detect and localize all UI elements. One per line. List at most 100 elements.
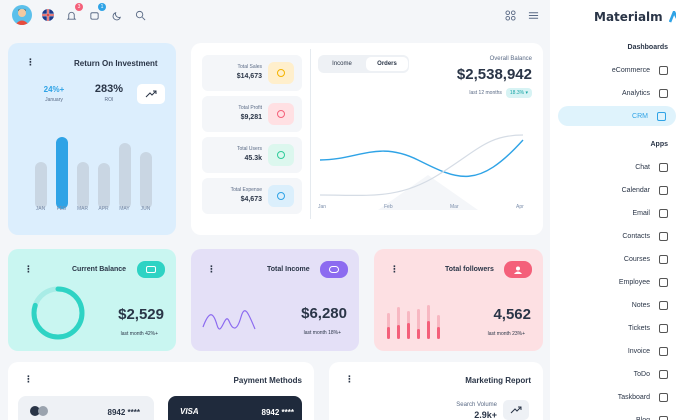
sidebar-item-employee[interactable]: Employee [558,273,668,291]
logo-text: Materialm [594,10,663,24]
payment-card-1[interactable]: 8942 **** [18,396,154,420]
mini-stat-value: $9,281 [240,114,262,121]
sidebar [550,0,676,420]
followers-bar-chart [387,305,440,339]
language-flag-icon[interactable] [40,7,56,23]
more-options-icon[interactable]: ⋮ [207,264,216,274]
mail-icon [659,208,668,218]
sidebar-item-analytics[interactable]: Analytics [558,84,668,102]
chart-x-label: Feb [384,204,393,210]
total-followers-title: Total followers [445,266,494,273]
calendar-icon [659,185,668,195]
chart-icon [659,88,668,98]
sidebar-item-crm[interactable]: CRM [558,106,676,126]
user-icon [514,266,522,274]
roi-bar [55,137,68,209]
sidebar-item-invoice[interactable]: Invoice [558,342,668,360]
divider [310,49,311,219]
sidebar-item-label: Contacts [622,232,650,240]
roi-bar [76,162,89,209]
trend-button[interactable] [503,400,529,420]
mini-stat-card: Total Sales $14,673 [202,55,302,91]
card-1-number: 8942 **** [107,408,140,417]
total-income-card: ⋮ Total Income $6,280 last month 18%+ [191,249,359,351]
search-icon[interactable] [132,7,148,23]
board-icon [659,392,668,402]
balance-change: 18.3% [509,90,525,96]
roi-stat2-label: ROI [104,97,114,103]
apps-grid-icon[interactable] [502,7,518,23]
sidebar-item-label: Analytics [621,89,650,97]
balance-change-badge: 18.3% ▾ [505,88,532,98]
mini-stat-value: $4,673 [240,196,262,203]
sidebar-item-taskboard[interactable]: Taskboard [558,388,668,406]
total-followers-card: ⋮ Total followers 4,562 last month 23%+ [374,249,543,351]
wallet-icon [146,266,156,273]
sidebar-item-chat[interactable]: Chat [558,158,668,176]
tab-orders[interactable]: Orders [366,57,408,71]
payment-card-2[interactable]: VISA 8942 **** [168,396,302,420]
more-options-icon[interactable]: ⋮ [24,264,33,274]
id-icon [659,277,668,287]
layers-icon [657,111,666,121]
sidebar-item-calendar[interactable]: Calendar [558,181,668,199]
sidebar-item-courses[interactable]: Courses [558,250,668,268]
balance-line-chart [319,134,524,210]
sidebar-section-header: Apps [650,141,669,148]
pie-icon [268,185,294,207]
sidebar-section-header: Dashboards [627,44,668,51]
income-button[interactable] [320,261,348,278]
current-balance-value: $2,529 [118,306,164,323]
user-avatar[interactable] [12,5,32,25]
cart-icon[interactable]: 1 [86,3,106,23]
ticket-icon [659,323,668,333]
dollar-icon [268,103,294,125]
total-followers-note: last month 23%+ [487,331,525,337]
sidebar-item-email[interactable]: Email [558,204,668,222]
payment-title: Payment Methods [233,376,302,385]
mastercard-icon [30,406,48,416]
sidebar-item-contacts[interactable]: Contacts [558,227,668,245]
bell-icon[interactable]: 3 [63,3,83,23]
sidebar-item-label: Employee [618,278,650,286]
trend-button[interactable] [137,84,165,104]
roi-card: ⋮ Return On Investment 24%+ January 283%… [8,43,176,235]
roi-bar [34,162,47,209]
sidebar-item-notes[interactable]: Notes [558,296,668,314]
total-income-value: $6,280 [301,305,347,322]
followers-button[interactable] [504,261,532,278]
balance-value: $2,538,942 [456,66,532,83]
roi-bar-chart [30,121,156,209]
sidebar-item-blog[interactable]: Blog [558,411,668,420]
marketing-report-card: ⋮ Marketing Report Search Volume 2.9k+ [329,362,543,420]
bag-icon [659,65,668,75]
menu-icon[interactable] [525,7,541,23]
app-logo[interactable]: Materialm [594,10,676,24]
sidebar-item-todo[interactable]: ToDo [558,365,668,383]
gamepad-icon [329,266,339,273]
roi-title: Return On Investment [74,59,158,68]
moon-icon[interactable] [109,7,125,23]
topbar: 3 1 [0,0,550,32]
more-options-icon[interactable]: ⋮ [26,57,35,67]
current-balance-card: ⋮ Current Balance $2,529 last month 42%+ [8,249,176,351]
more-options-icon[interactable]: ⋮ [24,374,33,384]
total-income-title: Total Income [267,266,310,273]
sidebar-item-tickets[interactable]: Tickets [558,319,668,337]
tab-income[interactable]: Income [332,61,352,67]
income-sparkline [202,310,256,330]
current-balance-title: Current Balance [72,266,127,273]
cart-badge: 1 [98,3,106,11]
roi-month-label: JUN [140,206,151,212]
more-options-icon[interactable]: ⋮ [390,264,399,274]
roi-stat1-value: 24%+ [43,85,65,94]
sidebar-item-ecommerce[interactable]: eCommerce [558,61,668,79]
more-options-icon[interactable]: ⋮ [345,374,354,384]
wallet-button[interactable] [137,261,165,278]
sidebar-item-label: ToDo [633,370,650,378]
sidebar-item-label: Email [632,209,650,217]
roi-month-label: JAN [35,206,46,212]
income-line [319,134,524,196]
logo-mark-icon [668,11,676,23]
balance-period: last 12 months [469,90,502,96]
